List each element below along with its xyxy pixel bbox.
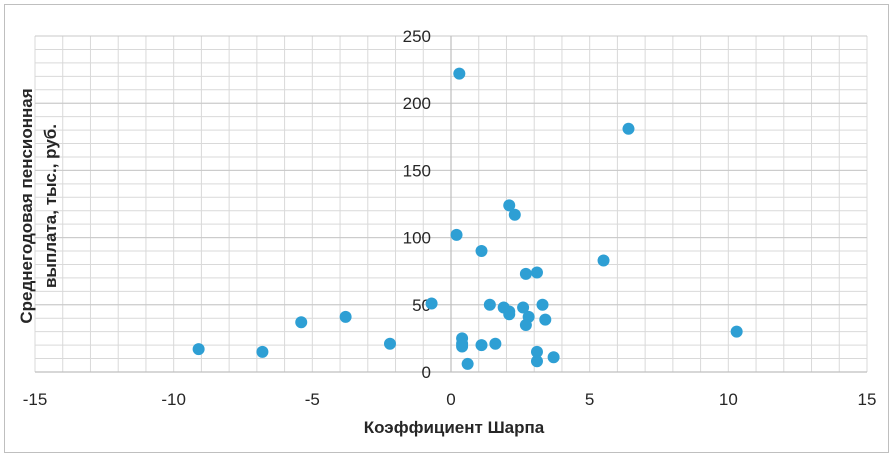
data-point: [519, 318, 532, 331]
data-point: [508, 208, 521, 221]
y-tick-label: 50: [412, 296, 431, 315]
x-tick-label: 15: [858, 390, 877, 409]
data-point: [536, 298, 549, 311]
y-tick-label: 150: [403, 161, 431, 180]
x-tick-label: -10: [161, 390, 186, 409]
data-point: [295, 316, 308, 329]
data-point: [517, 301, 530, 314]
data-point: [530, 345, 543, 358]
data-point: [503, 308, 516, 321]
data-point: [547, 351, 560, 364]
x-tick-labels: -15 -10 -5 0 5 10 15: [23, 390, 877, 409]
data-point: [450, 228, 463, 241]
data-point: [503, 199, 516, 212]
data-point: [539, 313, 552, 326]
vertical-gridlines: [34, 36, 868, 372]
data-point: [339, 310, 352, 323]
data-point: [425, 297, 438, 310]
y-tick-label: 0: [422, 363, 431, 382]
data-point: [383, 337, 396, 350]
axes: [35, 36, 867, 373]
x-tick-label: 5: [585, 390, 594, 409]
data-point: [519, 267, 532, 280]
data-point: [461, 357, 474, 370]
y-tick-labels: 0 50 100 150 200 250: [403, 27, 431, 382]
data-point: [475, 245, 488, 258]
y-tick-label: 200: [403, 94, 431, 113]
data-point: [597, 254, 610, 267]
y-axis-title-line-1: Среднегодовая пенсионная: [17, 88, 36, 323]
data-point: [192, 343, 205, 356]
data-point: [622, 122, 635, 135]
y-tick-label: 250: [403, 27, 431, 46]
x-tick-label: 0: [446, 390, 455, 409]
data-point: [483, 298, 496, 311]
data-point: [730, 325, 743, 338]
y-tick-label: 100: [403, 229, 431, 248]
data-points: [192, 67, 743, 370]
data-point: [530, 266, 543, 279]
data-point: [489, 337, 502, 350]
data-point: [475, 339, 488, 352]
data-point: [453, 67, 466, 80]
x-tick-label: 10: [719, 390, 738, 409]
x-tick-label: -15: [23, 390, 48, 409]
y-axis-title-line-2: выплата, тыс., руб.: [41, 124, 60, 288]
data-point: [456, 340, 469, 353]
x-axis-title: Коэффициент Шарпа: [364, 418, 545, 437]
x-tick-label: -5: [305, 390, 320, 409]
chart-frame: [4, 4, 889, 453]
data-point: [256, 345, 269, 358]
data-point: [530, 355, 543, 368]
